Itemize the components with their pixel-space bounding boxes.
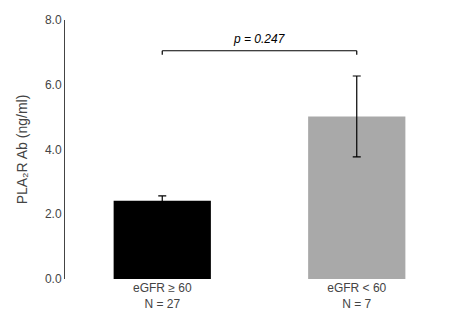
svg-text:4.0: 4.0: [45, 143, 62, 157]
svg-text:0.0: 0.0: [45, 272, 62, 286]
svg-text:p = 0.247: p = 0.247: [233, 32, 286, 46]
svg-text:eGFR < 60N = 7: eGFR < 60N = 7: [327, 281, 386, 311]
svg-text:2.0: 2.0: [45, 207, 62, 221]
svg-text:6.0: 6.0: [45, 78, 62, 92]
svg-text:eGFR ≥ 60N = 27: eGFR ≥ 60N = 27: [133, 281, 192, 311]
svg-text:PLA₂R Ab (ng/ml): PLA₂R Ab (ng/ml): [14, 95, 30, 205]
svg-text:8.0: 8.0: [45, 13, 62, 27]
